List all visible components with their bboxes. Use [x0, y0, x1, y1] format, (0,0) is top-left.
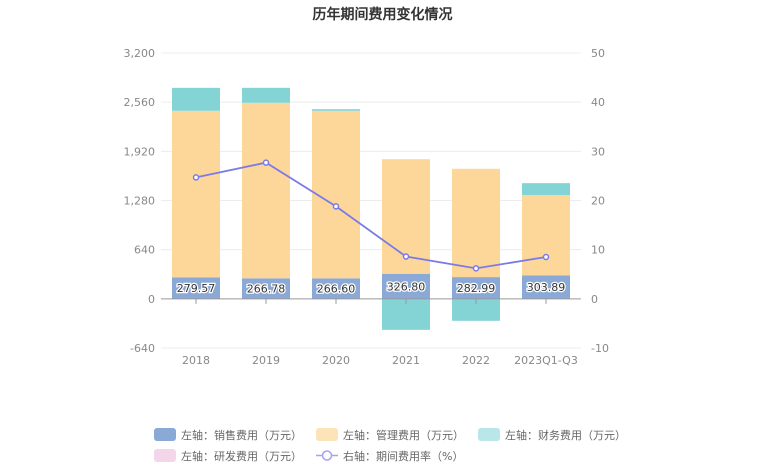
rate-point — [332, 203, 340, 210]
right-tick-label: -10 — [591, 342, 609, 355]
right-tick-label: 20 — [591, 195, 605, 208]
bar-segment — [382, 298, 430, 330]
chart-title: 历年期间费用变化情况 — [312, 7, 453, 23]
bar-segment — [312, 109, 360, 111]
legend-item-admin[interactable]: 左轴：管理费用（万元） — [316, 427, 464, 443]
bar-segment — [172, 277, 220, 299]
left-tick-label: -640 — [130, 342, 155, 355]
rate-point — [262, 159, 270, 166]
bar-segment — [312, 278, 360, 299]
bar-segment — [242, 102, 290, 279]
x-tick-label: 2018 — [182, 354, 210, 367]
legend-item-sales[interactable]: 左轴：销售费用（万元） — [154, 427, 302, 443]
right-tick-label: 10 — [591, 244, 605, 257]
legend-label: 右轴：期间费用率（%） — [343, 449, 464, 463]
x-tick-label: 2022 — [462, 354, 490, 367]
right-tick-label: 40 — [591, 96, 605, 109]
bar-segment — [522, 275, 570, 299]
bar-segment — [242, 278, 290, 299]
bar-segment — [172, 110, 220, 278]
left-tick-label: 3,200 — [124, 47, 156, 60]
x-tick-label: 2023Q1-Q3 — [514, 354, 578, 367]
legend-label: 左轴：研发费用（万元） — [181, 449, 302, 463]
legend-item-rate[interactable]: 右轴：期间费用率（%） — [316, 448, 463, 464]
left-tick-label: 1,920 — [124, 145, 156, 158]
right-tick-label: 30 — [591, 145, 605, 158]
bar-data-label: 279.57 — [177, 282, 216, 295]
legend-label: 左轴：管理费用（万元） — [343, 428, 464, 442]
bar-segment — [452, 168, 500, 278]
legend-label: 左轴：财务费用（万元） — [505, 428, 626, 442]
bar-segment — [312, 110, 360, 279]
bar-segment — [522, 195, 570, 276]
x-tick-label: 2020 — [322, 354, 350, 367]
left-tick-label: 2,560 — [124, 96, 156, 109]
x-tick-label: 2021 — [392, 354, 420, 367]
legend-line-icon — [316, 450, 338, 461]
bar-segment — [452, 277, 500, 299]
legend-swatch — [478, 428, 500, 441]
legend-swatch — [154, 449, 176, 462]
rate-point — [542, 253, 550, 261]
rate-point — [402, 253, 410, 260]
legend-label: 左轴：销售费用（万元） — [181, 428, 302, 442]
right-tick-label: 0 — [591, 293, 598, 306]
legend-item-rd[interactable]: 左轴：研发费用（万元） — [154, 448, 302, 464]
bar-segment — [242, 87, 290, 103]
bar-data-label: 266.78 — [247, 283, 286, 296]
left-tick-label: 0 — [148, 293, 155, 306]
bar-data-label: 303.89 — [527, 281, 566, 294]
bar-data-label: 326.80 — [387, 280, 426, 293]
left-tick-label: 640 — [134, 244, 155, 257]
x-tick-label: 2019 — [252, 354, 280, 367]
bar-segment — [522, 183, 570, 196]
legend: 左轴：销售费用（万元） 左轴：管理费用（万元） 左轴：财务费用（万元） 左轴：研… — [154, 424, 626, 466]
bar-data-label: 266.60 — [317, 283, 356, 296]
legend-item-finance[interactable]: 左轴：财务费用（万元） — [478, 427, 626, 443]
legend-swatch — [154, 428, 176, 441]
rate-point — [472, 265, 480, 272]
right-tick-label: 50 — [591, 47, 605, 60]
bar-segment — [172, 87, 220, 111]
left-tick-label: 1,280 — [124, 195, 156, 208]
bar-segment — [382, 273, 430, 299]
bar-segment — [452, 298, 500, 321]
rate-line — [195, 161, 547, 270]
bar-data-label: 282.99 — [457, 282, 496, 295]
legend-swatch — [316, 428, 338, 441]
rate-point — [192, 174, 200, 181]
